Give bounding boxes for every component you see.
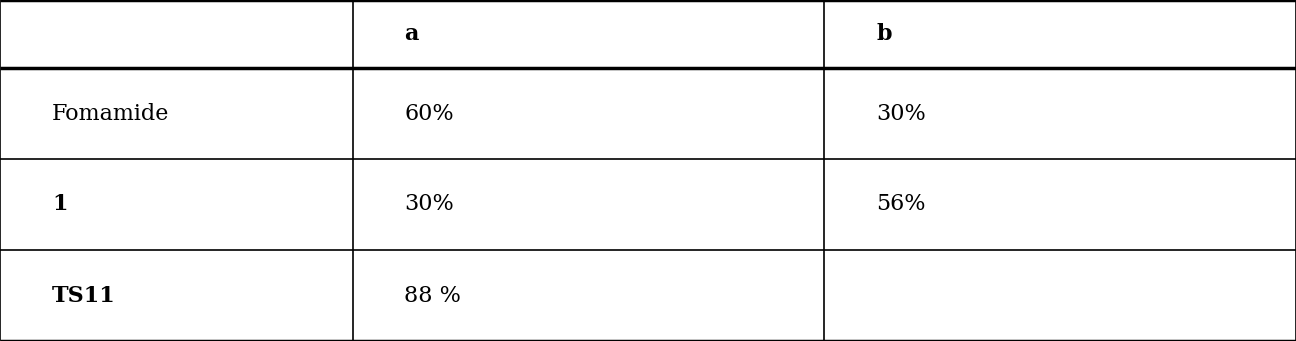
- Text: a: a: [404, 23, 419, 45]
- Text: 88 %: 88 %: [404, 284, 461, 307]
- Text: 1: 1: [52, 193, 67, 216]
- Text: 30%: 30%: [876, 103, 925, 124]
- Text: 56%: 56%: [876, 193, 925, 216]
- Text: Fomamide: Fomamide: [52, 103, 170, 124]
- Text: b: b: [876, 23, 892, 45]
- Text: TS11: TS11: [52, 284, 115, 307]
- Text: 60%: 60%: [404, 103, 454, 124]
- Text: 30%: 30%: [404, 193, 454, 216]
